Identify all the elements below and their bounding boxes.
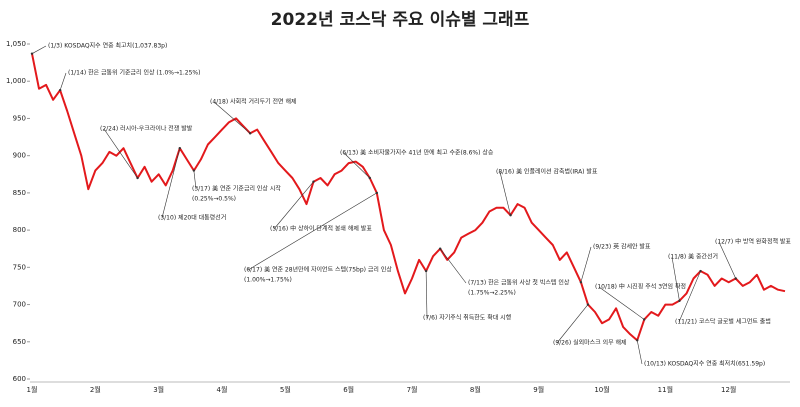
- annotation-dot: [375, 191, 379, 195]
- x-tick-label: 8월: [470, 385, 481, 394]
- annotation-pointer: [425, 271, 428, 319]
- annotation-text: (11/21) 코스닥 글로벌 세그먼트 출범: [675, 318, 771, 326]
- annotation-text: (10/13) KOSDAQ지수 연중 최저치(651.59p): [644, 360, 765, 368]
- annotation-text: (3/10) 제20대 대통령선거: [158, 214, 226, 222]
- annotation-dot: [734, 277, 737, 280]
- y-tick-label: 950: [13, 114, 26, 122]
- annotation-pointer: [247, 192, 377, 271]
- annotation-pointer: [161, 148, 181, 219]
- y-tick-label: 900: [13, 152, 26, 160]
- annotation-pointer: [678, 270, 701, 323]
- annotation-text: (10/18) 中 시진핑 주석 3연임 확정: [595, 283, 686, 291]
- x-tick-label: 2월: [90, 385, 101, 394]
- y-tick-label: 750: [13, 263, 26, 271]
- annotation-text: (5/16) 中 상하이 단계적 봉쇄 해제 발표: [270, 225, 372, 233]
- annotation-pointer: [59, 72, 67, 91]
- annotation-text: (8/16) 美 인플레이션 감축법(IRA) 발표: [496, 168, 598, 176]
- annotation-pointer: [31, 45, 47, 54]
- annotation-dot: [699, 269, 702, 273]
- annotation-dot: [586, 303, 590, 306]
- annotation-dot: [424, 269, 428, 273]
- annotation-text: (0.25%→0.5%): [192, 196, 236, 203]
- annotation-text: (1/3) KOSDAQ지수 연중 최고치(1,037.83p): [48, 42, 167, 50]
- x-tick-label: 11월: [658, 385, 673, 394]
- x-tick-label: 3월: [153, 385, 164, 394]
- annotation-text: (1/14) 한은 금통위 기준금리 인상 (1.0%→1.25%): [68, 69, 200, 77]
- annotation-dot: [636, 339, 639, 342]
- annotation-text: (7/13) 한은 금통위 사상 첫 빅스텝 인상: [468, 279, 570, 287]
- x-tick-label: 4월: [217, 385, 228, 394]
- annotation-dot: [192, 169, 196, 172]
- y-tick-label: 800: [13, 226, 26, 234]
- annotation-text: (9/26) 실외마스크 의무 해제: [553, 339, 627, 347]
- annotation-pointer: [193, 170, 197, 190]
- annotation-dot: [30, 52, 34, 55]
- annotation-text: (6/17) 美 연준 28년만에 자이언트 스텝(75bp) 금리 인상: [244, 266, 392, 274]
- annotation-text: (4/18) 사회적 거리두기 전면 해제: [210, 98, 297, 106]
- annotation-dot: [312, 180, 315, 183]
- annotation-text: (11/8) 美 중간선거: [668, 253, 718, 261]
- y-tick-label: 1,000: [6, 77, 26, 85]
- annotation-pointer: [671, 256, 680, 301]
- annotation-dot: [58, 88, 62, 92]
- annotation-pointer: [598, 286, 645, 320]
- annotation-text: (1.75%→2.25%): [468, 290, 516, 297]
- y-tick-label: 1,050: [6, 40, 26, 48]
- x-tick-label: 10월: [594, 385, 609, 394]
- annotation-pointer: [213, 101, 251, 134]
- x-tick-label: 5월: [280, 385, 291, 394]
- annotation-pointer: [499, 171, 511, 216]
- annotation-text: (1.00%→1.75%): [244, 277, 292, 284]
- annotation-text: (9/23) 英 감세안 발표: [593, 243, 651, 251]
- y-tick-label: 850: [13, 189, 26, 197]
- annotation-pointer: [103, 128, 138, 179]
- y-tick-label: 700: [13, 301, 26, 309]
- annotation-dot: [136, 176, 139, 180]
- annotation-dot: [509, 214, 512, 217]
- annotation-pointer: [580, 246, 592, 283]
- annotation-text: (6/13) 美 소비자물가지수 41년 만에 최고 수준(8.6%) 상승: [340, 149, 494, 157]
- annotation-dot: [178, 147, 181, 150]
- annotation-pointer: [718, 241, 737, 279]
- x-tick-label: 6월: [343, 385, 354, 394]
- x-tick-label: 7월: [407, 385, 418, 394]
- annotation-text: (12/7) 中 방역 완화정책 발표: [715, 238, 791, 246]
- annotation-dot: [643, 318, 646, 321]
- annotation-pointer: [343, 152, 371, 179]
- annotation-pointer: [439, 248, 467, 284]
- annotation-text: (7/6) 자기주식 취득한도 확대 시행: [423, 314, 511, 322]
- annotation-dot: [368, 176, 371, 180]
- annotation-pointer: [636, 340, 643, 365]
- annotation-dot: [579, 281, 583, 284]
- y-tick-label: 650: [13, 338, 26, 346]
- series-line: [31, 53, 786, 342]
- annotation-dot: [678, 299, 681, 303]
- x-tick-label: 9월: [533, 385, 544, 394]
- annotation-dot: [438, 247, 442, 250]
- annotation-pointer: [556, 304, 589, 344]
- chart-title: 2022년 코스닥 주요 이슈별 그래프: [271, 10, 530, 30]
- x-tick-label: 12월: [721, 385, 736, 394]
- annotation-text: (3/17) 美 연준 기준금리 인상 시작: [192, 185, 281, 193]
- annotation-text: (2/24) 러시아-우크라이나 전쟁 발발: [100, 125, 193, 133]
- y-tick-label: 600: [13, 375, 26, 383]
- x-tick-label: 1월: [27, 385, 38, 394]
- annotation-dot: [248, 132, 252, 135]
- annotation-pointer: [273, 181, 314, 230]
